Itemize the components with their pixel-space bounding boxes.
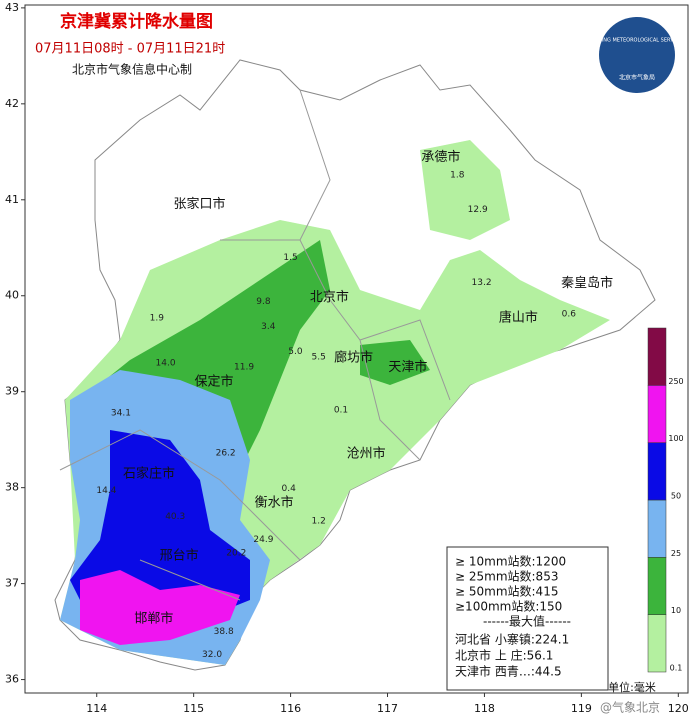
colorbar-label: 25 bbox=[671, 549, 681, 558]
stats-max-row: 河北省 小寨镇:224.1 bbox=[455, 632, 569, 647]
colorbar-label: 0.1 bbox=[670, 664, 683, 673]
logo-agency: 北京市气象局 bbox=[619, 74, 655, 82]
station-value: 32.0 bbox=[202, 650, 222, 660]
station-value: 14.0 bbox=[156, 358, 176, 368]
station-value: 5.5 bbox=[312, 353, 326, 363]
rain-extreme bbox=[80, 570, 240, 645]
stats-line: ≥100mm站数:150 bbox=[455, 599, 562, 614]
rain-moderate bbox=[360, 340, 430, 385]
station-value: 40.3 bbox=[165, 512, 185, 522]
colorbar-segment bbox=[647, 499, 667, 558]
station-value: 20.2 bbox=[226, 548, 246, 558]
y-tick-label: 43 bbox=[5, 1, 19, 14]
x-tick-label: 120 bbox=[668, 702, 689, 715]
station-value: 0.1 bbox=[334, 405, 348, 415]
y-tick-label: 42 bbox=[5, 97, 19, 110]
stats-line: ≥ 50mm站数:415 bbox=[455, 584, 558, 599]
colorbar-segment bbox=[647, 385, 667, 443]
station-value: 1.9 bbox=[150, 313, 165, 323]
period: 07月11日08时 - 07月11日21时 bbox=[35, 42, 225, 57]
colorbar-segment bbox=[647, 442, 667, 501]
y-tick-label: 39 bbox=[5, 385, 19, 398]
stats-max-title: ------最大值------ bbox=[483, 614, 571, 629]
unit: 单位:毫米 bbox=[608, 680, 656, 694]
city-label: 邢台市 bbox=[160, 547, 199, 563]
rain-light bbox=[420, 140, 510, 240]
station-value: 14.4 bbox=[96, 486, 116, 496]
watermark: @气象北京 bbox=[600, 700, 660, 715]
city-label: 保定市 bbox=[195, 374, 234, 390]
map-frame bbox=[24, 4, 689, 694]
y-tick-label: 40 bbox=[5, 289, 19, 302]
colorbar-label: 10 bbox=[671, 606, 681, 615]
city-label: 石家庄市 bbox=[123, 466, 175, 482]
y-tick-label: 38 bbox=[5, 481, 19, 494]
stats-line: ≥ 25mm站数:853 bbox=[455, 569, 558, 584]
station-value: 38.8 bbox=[214, 627, 234, 637]
x-tick-label: 118 bbox=[474, 702, 495, 715]
colorbar-label: 250 bbox=[668, 377, 683, 386]
station-value: 5.0 bbox=[288, 347, 303, 357]
y-tick-label: 41 bbox=[5, 193, 19, 206]
x-tick-label: 117 bbox=[377, 702, 398, 715]
station-value: 1.5 bbox=[283, 253, 297, 263]
city-label: 承德市 bbox=[421, 149, 460, 165]
stats-box bbox=[446, 546, 609, 691]
colorbar-label: 50 bbox=[671, 492, 681, 501]
city-label: 天津市 bbox=[388, 359, 427, 375]
station-value: 9.8 bbox=[256, 297, 271, 307]
city-label: 张家口市 bbox=[173, 196, 225, 212]
x-tick-label: 114 bbox=[86, 702, 107, 715]
station-value: 3.4 bbox=[261, 322, 276, 332]
y-tick-label: 37 bbox=[5, 577, 19, 590]
station-value: 1.8 bbox=[450, 170, 465, 180]
y-tick-label: 36 bbox=[5, 673, 19, 686]
logo bbox=[599, 17, 675, 93]
stats-max-row: 北京市 上 庄:56.1 bbox=[455, 648, 553, 663]
city-label: 唐山市 bbox=[499, 309, 538, 325]
title: 京津冀累计降水量图 bbox=[60, 11, 213, 32]
station-value: 1.2 bbox=[312, 517, 326, 527]
city-label: 北京市 bbox=[310, 289, 349, 305]
producer: 北京市气象信息中心制 bbox=[72, 62, 192, 77]
city-label: 秦皇岛市 bbox=[561, 275, 613, 291]
station-value: 34.1 bbox=[111, 408, 131, 418]
colorbar-segment bbox=[647, 614, 667, 673]
station-value: 26.2 bbox=[216, 449, 236, 459]
stats-line: ≥ 10mm站数:1200 bbox=[455, 554, 566, 569]
colorbar-label: 100 bbox=[668, 434, 683, 443]
x-tick-label: 116 bbox=[280, 702, 301, 715]
x-tick-label: 119 bbox=[571, 702, 592, 715]
city-label: 邯郸市 bbox=[134, 611, 173, 627]
x-tick-label: 115 bbox=[183, 702, 204, 715]
station-value: 0.4 bbox=[281, 484, 296, 494]
city-label: 沧州市 bbox=[347, 446, 386, 462]
stats-max-row: 天津市 西青…:44.5 bbox=[455, 664, 562, 679]
city-label: 衡水市 bbox=[255, 495, 294, 511]
station-value: 12.9 bbox=[468, 205, 488, 215]
station-value: 13.2 bbox=[472, 278, 492, 288]
colorbar-segment bbox=[647, 557, 667, 615]
border bbox=[59, 89, 451, 601]
logo-text: BEIJING METEOROLOGICAL SERVICE bbox=[592, 38, 682, 44]
station-value: 11.9 bbox=[234, 362, 254, 372]
city-label: 廊坊市 bbox=[334, 350, 373, 366]
station-value: 24.9 bbox=[253, 535, 273, 545]
colorbar-segment bbox=[647, 327, 667, 386]
station-value: 0.6 bbox=[562, 309, 577, 319]
